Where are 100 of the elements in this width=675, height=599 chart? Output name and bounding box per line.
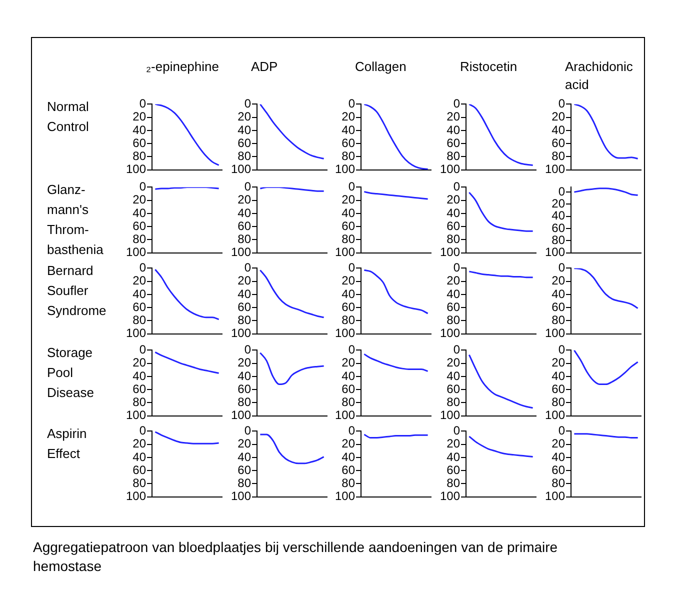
y-tick-label: 20 — [446, 356, 460, 370]
y-tick-label: 80 — [132, 232, 146, 246]
chart-title: ADP — [251, 58, 279, 76]
y-tick-label: 80 — [552, 232, 566, 247]
y-tick-label: 100 — [230, 326, 252, 340]
line-series — [573, 350, 639, 386]
chart-title: Collagen — [355, 58, 408, 76]
y-tick-label: 40 — [552, 450, 566, 464]
y-tick-label: 80 — [342, 394, 356, 409]
y-tick-label: 0 — [348, 260, 356, 275]
y-tick-label: 80 — [342, 476, 356, 490]
y-tick-label: 0 — [348, 180, 356, 194]
y-tick-label: 40 — [132, 122, 146, 137]
line-series — [468, 104, 534, 166]
y-tick-label: 60 — [552, 382, 566, 396]
y-tick-label: 20 — [342, 110, 356, 124]
y-tick-label: 100 — [126, 326, 146, 340]
line-series — [468, 192, 534, 232]
y-tick-label: 20 — [446, 110, 460, 124]
y-tick-label: 100 — [544, 326, 566, 340]
y-tick-label: 40 — [552, 286, 566, 301]
y-tick-label: 40 — [552, 368, 566, 383]
y-tick-label: 60 — [238, 218, 252, 233]
y-tick-label: 0 — [244, 424, 252, 438]
y-tick-label: 100 — [334, 326, 356, 340]
y-tick-label: 80 — [552, 148, 566, 163]
y-tick-label: 60 — [238, 136, 252, 150]
y-axis-title: Aspirin Effect — [47, 425, 87, 463]
y-tick-label: 100 — [126, 162, 146, 176]
y-tick-label: 40 — [132, 450, 146, 464]
y-tick-label: 40 — [446, 368, 460, 383]
y-tick-label: 60 — [132, 218, 146, 233]
y-tick-label: 20 — [238, 110, 252, 124]
y-tick-label: 0 — [558, 260, 566, 275]
y-tick-label: 0 — [244, 96, 252, 111]
y-tick-label: 0 — [453, 96, 460, 111]
line-series — [259, 104, 325, 160]
y-tick-label: 60 — [552, 220, 566, 235]
y-tick-label: 40 — [552, 208, 566, 223]
y-tick-label: 80 — [238, 476, 252, 490]
y-tick-label: 100 — [440, 408, 460, 422]
y-tick-label: 40 — [342, 450, 356, 464]
y-tick-label: 100 — [440, 489, 460, 504]
y-tick-label: 60 — [342, 218, 356, 233]
y-tick-label: 100 — [334, 162, 356, 176]
y-tick-label: 0 — [558, 424, 566, 438]
y-tick-label: 0 — [453, 180, 460, 194]
y-tick-label: 0 — [139, 180, 146, 194]
y-tick-label: 60 — [342, 300, 356, 314]
y-tick-label: 60 — [552, 300, 566, 314]
y-tick-label: 60 — [342, 382, 356, 396]
y-tick-label: 0 — [558, 96, 566, 111]
y-tick-label: 40 — [132, 206, 146, 220]
y-axis-title: Bernard Soufler Syndrome — [47, 262, 106, 320]
line-series — [573, 188, 639, 196]
y-tick-label: 20 — [238, 274, 252, 288]
line-series — [468, 436, 534, 458]
y-tick-label: 80 — [342, 312, 356, 327]
y-tick-label: 20 — [342, 356, 356, 370]
y-tick-label: 80 — [342, 148, 356, 163]
y-tick-label: 80 — [238, 148, 252, 163]
chart-title: ₂-epinephine — [146, 58, 220, 76]
y-tick-label: 80 — [132, 476, 146, 490]
y-tick-label: 20 — [342, 274, 356, 288]
chart-title: Arachidonic acid — [565, 58, 634, 94]
y-tick-label: 80 — [238, 312, 252, 327]
y-tick-label: 0 — [244, 180, 252, 194]
y-tick-label: 20 — [132, 274, 146, 288]
line-series — [363, 353, 429, 372]
y-tick-label: 100 — [230, 162, 252, 176]
y-tick-label: 20 — [132, 436, 146, 451]
y-tick-label: 100 — [334, 489, 356, 504]
y-axis-title: Storage Pool Disease — [47, 344, 94, 402]
y-tick-label: 60 — [238, 300, 252, 314]
y-tick-label: 20 — [446, 436, 460, 451]
y-tick-label: 20 — [552, 196, 566, 211]
y-tick-label: 20 — [238, 356, 252, 370]
line-series — [468, 354, 534, 409]
line-series — [154, 104, 220, 166]
y-tick-label: 60 — [342, 136, 356, 150]
line-series — [573, 268, 639, 309]
y-tick-label: 40 — [342, 122, 356, 137]
line-series — [154, 431, 220, 444]
line-series — [573, 104, 639, 160]
y-tick-label: 100 — [544, 162, 566, 176]
y-tick-label: 80 — [552, 312, 566, 327]
y-tick-label: 0 — [348, 424, 356, 438]
y-tick-label: 40 — [238, 368, 252, 383]
y-tick-label: 0 — [139, 342, 146, 357]
y-tick-label: 60 — [342, 462, 356, 477]
y-tick-label: 100 — [440, 245, 460, 260]
y-tick-label: 20 — [446, 192, 460, 207]
y-tick-label: 0 — [244, 342, 252, 357]
y-tick-label: 60 — [132, 136, 146, 150]
y-tick-label: 40 — [446, 122, 460, 137]
y-tick-label: 100 — [126, 245, 146, 260]
line-series — [154, 268, 220, 320]
y-tick-label: 0 — [139, 424, 146, 438]
y-tick-label: 40 — [238, 450, 252, 464]
y-tick-label: 80 — [446, 232, 460, 246]
